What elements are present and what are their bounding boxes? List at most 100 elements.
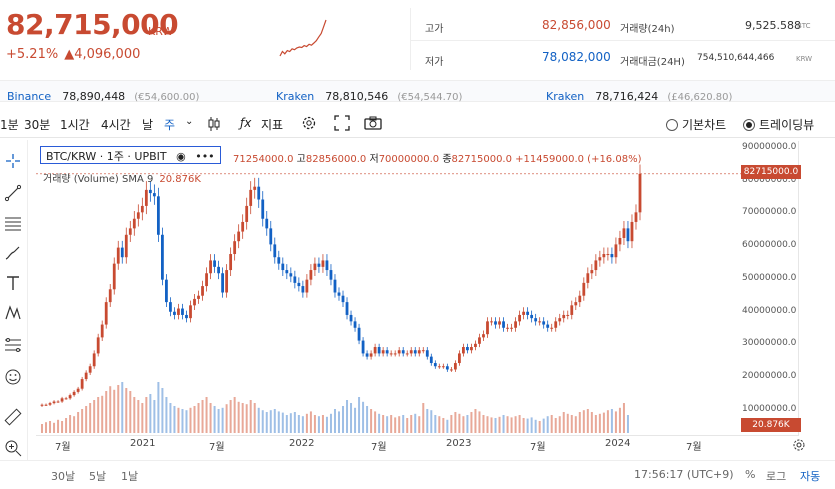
interval-30m[interactable]: 30분 [24,118,51,132]
candle-body [546,324,550,328]
volume-bar [366,406,369,433]
interval-1m[interactable]: 1분 [0,118,19,132]
candle-body [333,279,337,293]
candle-body [518,314,521,322]
pattern-icon[interactable] [4,304,22,322]
volume-bar [438,416,441,433]
candle-body [349,314,353,322]
price-chart-area[interactable] [36,141,799,436]
view-basic-label: 기본차트 [682,118,727,132]
ruler-icon[interactable] [4,408,22,426]
settings-gear-icon[interactable] [301,115,317,131]
percent-scale-toggle[interactable]: % [745,468,756,481]
brush-icon[interactable] [4,244,22,262]
text-tool-icon[interactable] [4,274,22,292]
emoji-icon[interactable] [4,368,22,386]
volume-bar [57,419,60,433]
candle-body [558,318,562,322]
volume-bar [229,400,232,433]
candle-body [554,321,558,328]
candle-body [237,231,241,242]
interval-week[interactable]: 주 [164,118,176,132]
volume-bar [177,407,180,433]
clock-time[interactable]: 17:56:17 (UTC+9) [634,468,734,481]
view-tradingview[interactable]: 트레이딩뷰 [743,116,814,133]
exchange-foreign-price: (€54,544.70) [397,92,463,103]
fib-icon[interactable] [4,336,22,354]
y-axis-label: 20000000.0 [742,371,797,381]
more-options-icon[interactable]: ••• [195,150,215,163]
horizontal-lines-icon[interactable] [4,214,22,232]
axis-settings-gear-icon[interactable] [792,438,806,452]
candle-body [445,366,449,370]
candle-body [76,388,80,392]
volume-bar [249,400,252,433]
indicator-button[interactable]: 지표 [261,118,284,132]
volume-bar [89,403,92,433]
candle-body [321,260,325,267]
eye-icon[interactable]: ◉ [176,150,186,163]
indicator-fx-icon[interactable]: ƒx [240,116,252,130]
ohlc-change: +11459000.0 (+16.08%) [515,154,642,165]
candle-body [60,398,64,402]
volume-bar [450,415,453,433]
candle-body [72,391,76,396]
interval-dropdown-icon[interactable]: ⌄ [185,116,194,127]
candle-body [417,350,421,354]
candle-body [253,186,257,190]
header-divider [410,8,411,70]
interval-1h[interactable]: 1시간 [60,118,90,132]
crosshair-icon[interactable] [4,152,22,170]
volume-bar [65,418,68,433]
camera-icon[interactable] [364,115,382,131]
ohlc-close-label: 종 [442,154,452,165]
candle-body [44,404,48,406]
candle-body [205,273,208,287]
candle-body [630,221,634,242]
exchange-item[interactable]: Kraken 78,716,424 (£46,620.80) [546,85,732,104]
amount-24h-label: 거래대금(24H) [620,57,685,68]
candle-body [590,270,594,274]
volume-bar [237,401,240,433]
candle-body [229,254,233,271]
auto-scale-toggle[interactable]: 자동 [800,470,821,483]
volume-bar [41,424,43,433]
exchange-item[interactable]: Kraken 78,810,546 (€54,544.70) [276,85,462,104]
log-scale-toggle[interactable]: 로그 [766,470,787,483]
candle-body [165,279,168,303]
interval-day[interactable]: 날 [142,118,154,132]
volume-bar [554,418,557,433]
candlestick-chart[interactable] [36,141,799,436]
volume-bar [386,416,389,433]
y-axis-label: 60000000.0 [742,240,797,250]
volume-bar [410,415,413,433]
price-unit: KRW [148,25,174,38]
interval-4h[interactable]: 4시간 [101,118,131,132]
volume-bar [145,397,148,433]
symbol-legend[interactable]: BTC/KRW · 1주 · UPBIT ◉ ••• [40,146,221,164]
volume-24h-label: 거래량(24h) [620,24,675,35]
range-5d[interactable]: 5날 [89,470,107,483]
view-basic-chart[interactable]: 기본차트 [666,116,726,133]
sparkline [279,19,327,57]
zoom-in-icon[interactable] [4,439,22,457]
fullscreen-icon[interactable] [334,115,350,131]
range-1d[interactable]: 1날 [121,470,139,483]
last-volume-tag: 20.876K [741,418,801,432]
change-amount: 4,096,000 [74,47,141,62]
high-label: 고가 [425,24,444,35]
volume-bar [277,411,280,433]
candle-type-icon[interactable] [207,116,221,132]
trend-line-icon[interactable] [4,184,22,202]
candle-body [522,311,526,315]
volume-bar [542,418,545,433]
volume-bar [482,415,485,433]
x-axis-label: 7월 [209,442,225,453]
exchange-item[interactable]: Binance 78,890,448 (€54,600.00) [7,85,199,104]
range-30d[interactable]: 30날 [51,470,76,483]
volume-bar [458,413,461,433]
candle-body [225,270,229,293]
candle-body [345,302,349,315]
volume-bar [462,416,465,433]
volume-bar [325,416,328,433]
